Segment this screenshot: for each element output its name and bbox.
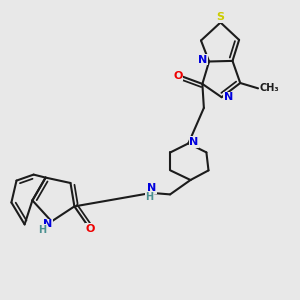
- Text: O: O: [173, 70, 182, 80]
- Text: N: N: [198, 55, 207, 65]
- Text: H: H: [145, 192, 153, 203]
- Text: O: O: [85, 224, 95, 234]
- Text: CH₃: CH₃: [260, 83, 279, 93]
- Text: N: N: [189, 137, 198, 147]
- Text: N: N: [148, 183, 157, 193]
- Text: S: S: [217, 12, 224, 22]
- Text: H: H: [38, 225, 47, 235]
- Text: N: N: [224, 92, 233, 102]
- Text: N: N: [44, 219, 52, 230]
